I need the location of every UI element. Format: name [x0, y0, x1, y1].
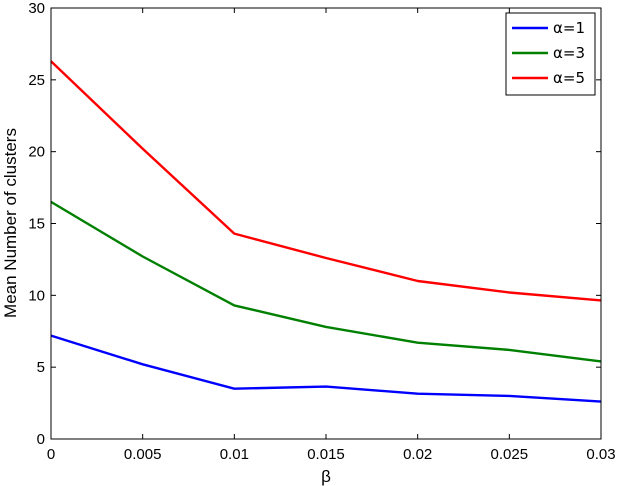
x-tick-label: 0: [47, 446, 55, 463]
x-tick-label: 0.03: [586, 446, 615, 463]
legend: α=1 α=3 α=5: [505, 12, 596, 96]
y-tick-label: 10: [28, 287, 45, 304]
x-tick-label: 0.015: [307, 446, 345, 463]
x-tick-label: 0.025: [491, 446, 529, 463]
series-layer: [50, 60, 602, 403]
y-axis-label: Mean Number of clusters: [1, 128, 20, 318]
x-tick-label: 0.02: [403, 446, 432, 463]
x-axis-label: β: [321, 467, 331, 486]
y-tick-label: 25: [28, 72, 45, 89]
series-line-2: [50, 200, 602, 363]
legend-label-3: α=5: [553, 69, 585, 87]
series-line-1: [50, 334, 602, 403]
y-tick-label: 20: [28, 144, 45, 161]
y-tick-label: 0: [37, 431, 45, 448]
series-line-3: [50, 60, 602, 302]
legend-label-1: α=1: [553, 19, 585, 37]
x-tick-label: 0.01: [220, 446, 249, 463]
y-tick-label: 30: [28, 0, 45, 17]
y-tick-label: 15: [28, 216, 45, 233]
x-tick-label: 0.005: [124, 446, 162, 463]
y-tick-label: 5: [37, 359, 45, 376]
ticks-layer: 0 0.005 0.01 0.015 0.02 0.025 0.03 0 5 10 15 20 25 30: [28, 0, 615, 463]
legend-label-2: α=3: [553, 44, 585, 62]
plot-frame: [50, 7, 602, 440]
